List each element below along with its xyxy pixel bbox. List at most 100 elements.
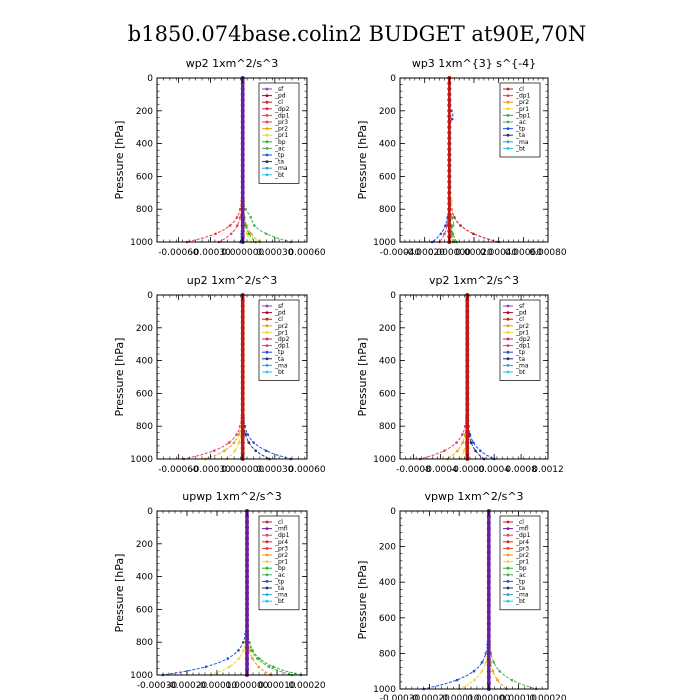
central-profile-marker <box>240 212 245 217</box>
x-tick-label: -0.00020 <box>404 248 445 258</box>
y-axis-label: Pressure [hPa] <box>113 338 126 417</box>
x-tick-label: 0.0004 <box>478 465 510 475</box>
legend-label: _cl <box>515 86 524 93</box>
legend-marker <box>506 520 510 524</box>
central-profile-marker <box>447 152 452 157</box>
legend-label: _cl <box>515 316 524 323</box>
central-profile-marker <box>240 435 245 440</box>
plot-frame <box>156 510 308 676</box>
legend-label: _ta <box>515 356 525 363</box>
central-profile-marker <box>447 223 452 228</box>
central-profile-marker <box>240 342 245 347</box>
central-profile-marker <box>486 651 491 656</box>
profile-marker <box>473 678 476 682</box>
legend-label: _pr2 <box>274 552 288 559</box>
legend-label: _tp <box>515 126 525 133</box>
central-profile-marker <box>240 97 245 102</box>
central-profile-marker <box>245 574 249 579</box>
profile-marker <box>455 441 458 444</box>
profile-line <box>186 78 244 243</box>
x-tick-label: -0.00040 <box>380 248 421 258</box>
central-profile-marker <box>240 185 245 190</box>
central-profile-marker <box>240 174 245 179</box>
panel-grid: wp2 1xm^2/s^3 Pressure [hPa] 0 200 400 600 800… <box>113 57 567 700</box>
legend-marker <box>506 324 510 328</box>
legend-marker <box>506 566 510 570</box>
profile-line <box>458 511 490 690</box>
central-profile-marker <box>486 574 491 579</box>
central-profile-marker <box>240 303 245 308</box>
profile-marker <box>267 665 271 669</box>
legend: _cl_mfl_dp1_pr4_pr3_pr2_pr1_bp_ac_tp_ta_… <box>258 515 300 611</box>
profile-marker <box>226 657 230 660</box>
central-profile-marker <box>245 563 249 568</box>
central-profile-marker <box>465 413 470 418</box>
legend-label: _pr3 <box>274 545 288 552</box>
y-tick-label: 200 <box>379 107 396 117</box>
legend-marker <box>506 350 510 354</box>
central-profile-marker <box>465 325 470 330</box>
central-profile-marker <box>240 314 245 319</box>
legend-label: _dp2 <box>274 336 290 343</box>
y-tick-label: 1000 <box>130 238 153 248</box>
legend-label: _dp1 <box>515 93 531 100</box>
profile-marker <box>229 232 233 236</box>
central-profile-marker <box>240 114 245 119</box>
legend-label: _cl <box>274 519 283 526</box>
axis-ticks: 0 200 400 600 800 1000 -0.00060-0.000300.00000… <box>130 291 326 475</box>
panel-title: upwp 1xm^2/s^3 <box>182 490 282 503</box>
central-profile-marker <box>486 675 491 680</box>
central-profile-marker <box>486 657 491 662</box>
profile-marker <box>247 232 251 236</box>
central-profile-marker <box>240 81 245 86</box>
chart-panel: wp3 1xm^{3} s^{-4} Pressure [hPa] 0 200 400 6… <box>356 57 567 258</box>
x-tick-label: 0.00060 <box>505 248 542 258</box>
central-profile-marker <box>447 196 452 201</box>
central-profile-marker <box>486 568 491 573</box>
y-tick-label: 400 <box>136 140 153 150</box>
central-profile-marker <box>245 645 249 650</box>
central-profile-marker <box>465 342 470 347</box>
profile-marker <box>237 441 241 444</box>
legend-marker <box>506 94 510 97</box>
legend-label: _pr1 <box>515 106 529 113</box>
y-tick-label: 1000 <box>373 455 396 465</box>
legend-marker <box>265 527 269 530</box>
y-tick-label: 800 <box>379 649 396 659</box>
legend-marker <box>265 166 269 170</box>
profile-marker <box>453 216 456 219</box>
central-profile-marker <box>240 407 245 412</box>
legend-marker <box>265 364 269 367</box>
legend-label: _ta <box>515 585 525 592</box>
legend-marker <box>506 317 510 321</box>
central-profile-marker <box>240 92 245 97</box>
legend-marker <box>506 573 510 577</box>
profile-marker <box>237 657 241 660</box>
central-profile-marker <box>240 229 245 234</box>
legend-label: _bp <box>274 139 286 146</box>
central-profile-marker <box>465 424 470 429</box>
legend-label: _dp1 <box>274 343 290 350</box>
profile-marker <box>455 678 459 682</box>
legend-label: _bt <box>515 369 526 376</box>
y-tick-label: 200 <box>136 324 153 334</box>
legend-marker <box>265 94 269 97</box>
legend-marker <box>265 573 269 577</box>
legend-marker <box>265 520 269 524</box>
x-tick-label: -0.00030 <box>137 681 178 691</box>
profile-marker <box>249 232 253 236</box>
legend: _sf_pd_cl_dp2_dp1_pr3_pr2_pr1_bp_ac_tp_t… <box>258 82 300 184</box>
profile-marker <box>472 232 475 236</box>
legend-label: _pr2 <box>515 99 529 106</box>
central-profile-marker <box>240 158 245 162</box>
legend-marker <box>506 331 510 334</box>
central-profile-marker <box>245 640 249 645</box>
central-profile-marker <box>245 634 249 639</box>
legend-marker <box>506 127 510 130</box>
central-profile-marker <box>447 218 452 223</box>
central-profile-marker <box>240 298 245 303</box>
panel-title: wp3 1xm^{3} s^{-4} <box>412 57 536 70</box>
y-tick-label: 600 <box>136 172 153 182</box>
legend-label: _bt <box>274 172 285 179</box>
